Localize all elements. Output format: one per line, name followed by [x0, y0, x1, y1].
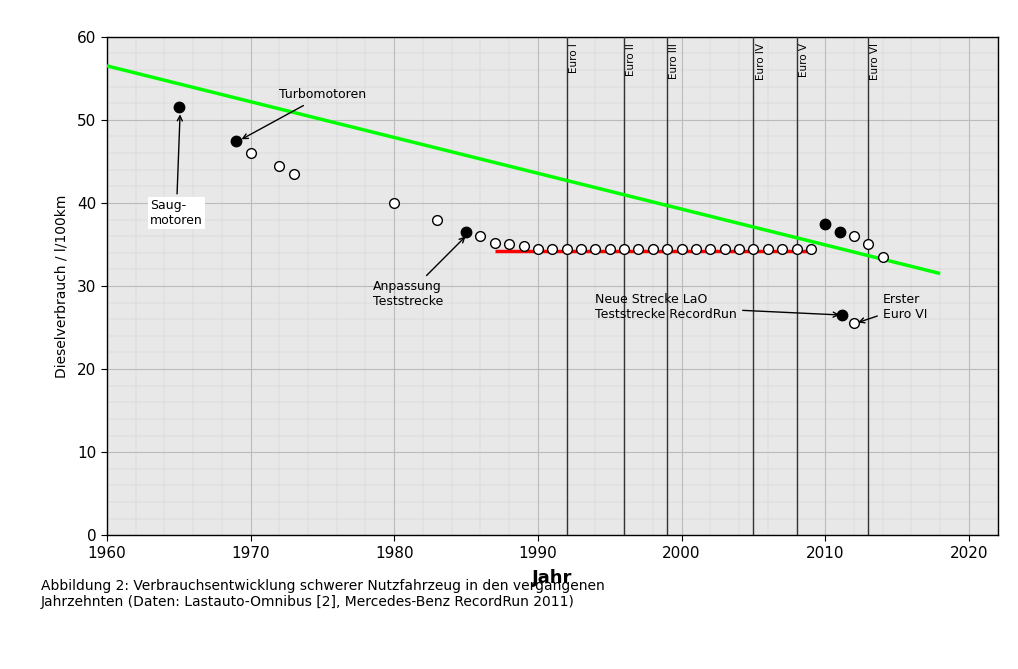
Y-axis label: Dieselverbrauch / l/100km: Dieselverbrauch / l/100km: [55, 194, 69, 378]
Text: Euro V: Euro V: [799, 43, 808, 78]
Text: Euro II: Euro II: [626, 43, 636, 76]
Text: Euro III: Euro III: [670, 43, 679, 80]
Text: Euro VI: Euro VI: [870, 43, 881, 80]
X-axis label: Jahr: Jahr: [532, 569, 572, 587]
Text: Euro IV: Euro IV: [755, 43, 766, 80]
Text: Neue Strecke LaO
Teststrecke RecordRun: Neue Strecke LaO Teststrecke RecordRun: [596, 293, 838, 320]
Text: Turbomotoren: Turbomotoren: [243, 88, 366, 138]
Text: Abbildung 2: Verbrauchsentwicklung schwerer Nutzfahrzeug in den vergangenen
Jahr: Abbildung 2: Verbrauchsentwicklung schwe…: [41, 579, 605, 609]
Text: Erster
Euro VI: Erster Euro VI: [859, 293, 927, 322]
Text: Saug-
motoren: Saug- motoren: [150, 116, 203, 227]
Text: Euro I: Euro I: [569, 43, 579, 74]
Text: Anpassung
Teststrecke: Anpassung Teststrecke: [373, 237, 464, 308]
